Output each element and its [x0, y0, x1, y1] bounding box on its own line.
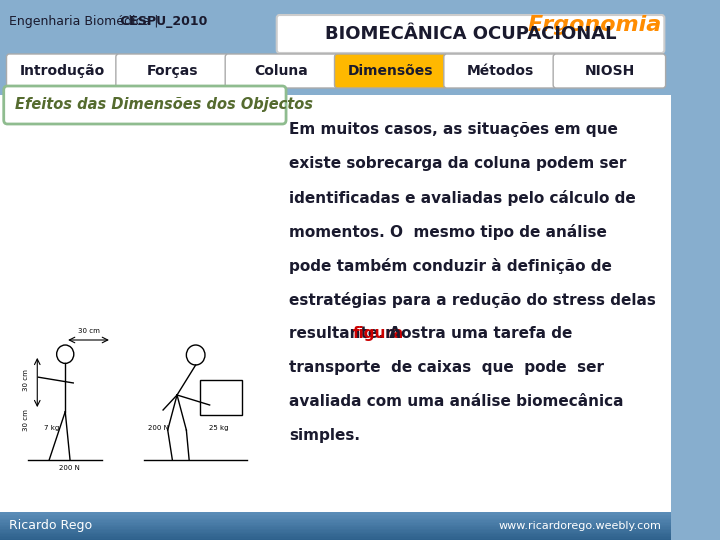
Text: existe sobrecarga da coluna podem ser: existe sobrecarga da coluna podem ser — [289, 156, 626, 171]
Text: figura: figura — [353, 326, 404, 341]
Text: resultante. A: resultante. A — [289, 326, 406, 341]
Bar — [0, 514, 671, 515]
Bar — [0, 526, 671, 528]
FancyBboxPatch shape — [6, 54, 119, 88]
Text: identificadas e avaliadas pelo cálculo de: identificadas e avaliadas pelo cálculo d… — [289, 190, 636, 206]
Text: NIOSH: NIOSH — [584, 64, 634, 78]
Bar — [0, 523, 671, 524]
FancyBboxPatch shape — [553, 54, 665, 88]
Text: CESPU_2010: CESPU_2010 — [117, 15, 208, 28]
Bar — [0, 533, 671, 535]
Text: momentos. O  mesmo tipo de análise: momentos. O mesmo tipo de análise — [289, 224, 607, 240]
Bar — [0, 521, 671, 522]
Text: Em muitos casos, as situações em que: Em muitos casos, as situações em que — [289, 122, 618, 137]
Text: Engenharia Biomédica |: Engenharia Biomédica | — [9, 15, 159, 28]
Bar — [0, 529, 671, 530]
Text: estratégias para a redução do stress delas: estratégias para a redução do stress del… — [289, 292, 656, 308]
Text: 30 cm: 30 cm — [78, 328, 99, 334]
Text: 7 kg: 7 kg — [44, 425, 59, 431]
Bar — [0, 516, 671, 518]
Bar — [0, 537, 671, 538]
Bar — [0, 515, 671, 516]
Text: Coluna: Coluna — [254, 64, 308, 78]
FancyBboxPatch shape — [116, 54, 228, 88]
Text: Métodos: Métodos — [467, 64, 534, 78]
Text: 25 kg: 25 kg — [210, 425, 229, 431]
Text: Efeitos das Dimensões dos Objectos: Efeitos das Dimensões dos Objectos — [15, 98, 313, 112]
Bar — [0, 95, 671, 512]
Bar — [0, 536, 671, 537]
FancyBboxPatch shape — [335, 54, 447, 88]
Text: Ergonomia: Ergonomia — [527, 15, 662, 35]
Text: 200 N: 200 N — [148, 425, 168, 431]
Text: simples.: simples. — [289, 428, 360, 443]
Bar — [200, 380, 242, 415]
Text: 30 cm: 30 cm — [23, 369, 29, 391]
Bar — [0, 530, 671, 531]
Bar — [0, 528, 671, 529]
FancyBboxPatch shape — [4, 86, 286, 124]
Bar — [0, 518, 671, 519]
Text: www.ricardorego.weebly.com: www.ricardorego.weebly.com — [499, 521, 662, 531]
Text: pode também conduzir à definição de: pode também conduzir à definição de — [289, 258, 612, 274]
FancyBboxPatch shape — [225, 54, 338, 88]
FancyBboxPatch shape — [0, 0, 671, 95]
Text: 30 cm: 30 cm — [23, 409, 29, 431]
Bar — [0, 512, 671, 514]
Bar — [0, 531, 671, 533]
Text: mostra uma tarefa de: mostra uma tarefa de — [380, 326, 572, 341]
Bar — [0, 522, 671, 523]
Bar — [0, 524, 671, 526]
FancyBboxPatch shape — [444, 54, 557, 88]
Bar — [0, 538, 671, 540]
Text: Dimensões: Dimensões — [348, 64, 433, 78]
Bar — [0, 535, 671, 536]
Bar — [0, 519, 671, 521]
Text: 200 N: 200 N — [60, 465, 81, 471]
Text: transporte  de caixas  que  pode  ser: transporte de caixas que pode ser — [289, 360, 604, 375]
FancyBboxPatch shape — [276, 15, 665, 53]
Text: Ricardo Rego: Ricardo Rego — [9, 519, 92, 532]
Text: Introdução: Introdução — [20, 64, 105, 78]
Text: BIOMECÂNICA OCUPACIONAL: BIOMECÂNICA OCUPACIONAL — [325, 25, 616, 43]
Text: Forças: Forças — [146, 64, 198, 78]
Text: avaliada com uma análise biomecânica: avaliada com uma análise biomecânica — [289, 394, 624, 409]
